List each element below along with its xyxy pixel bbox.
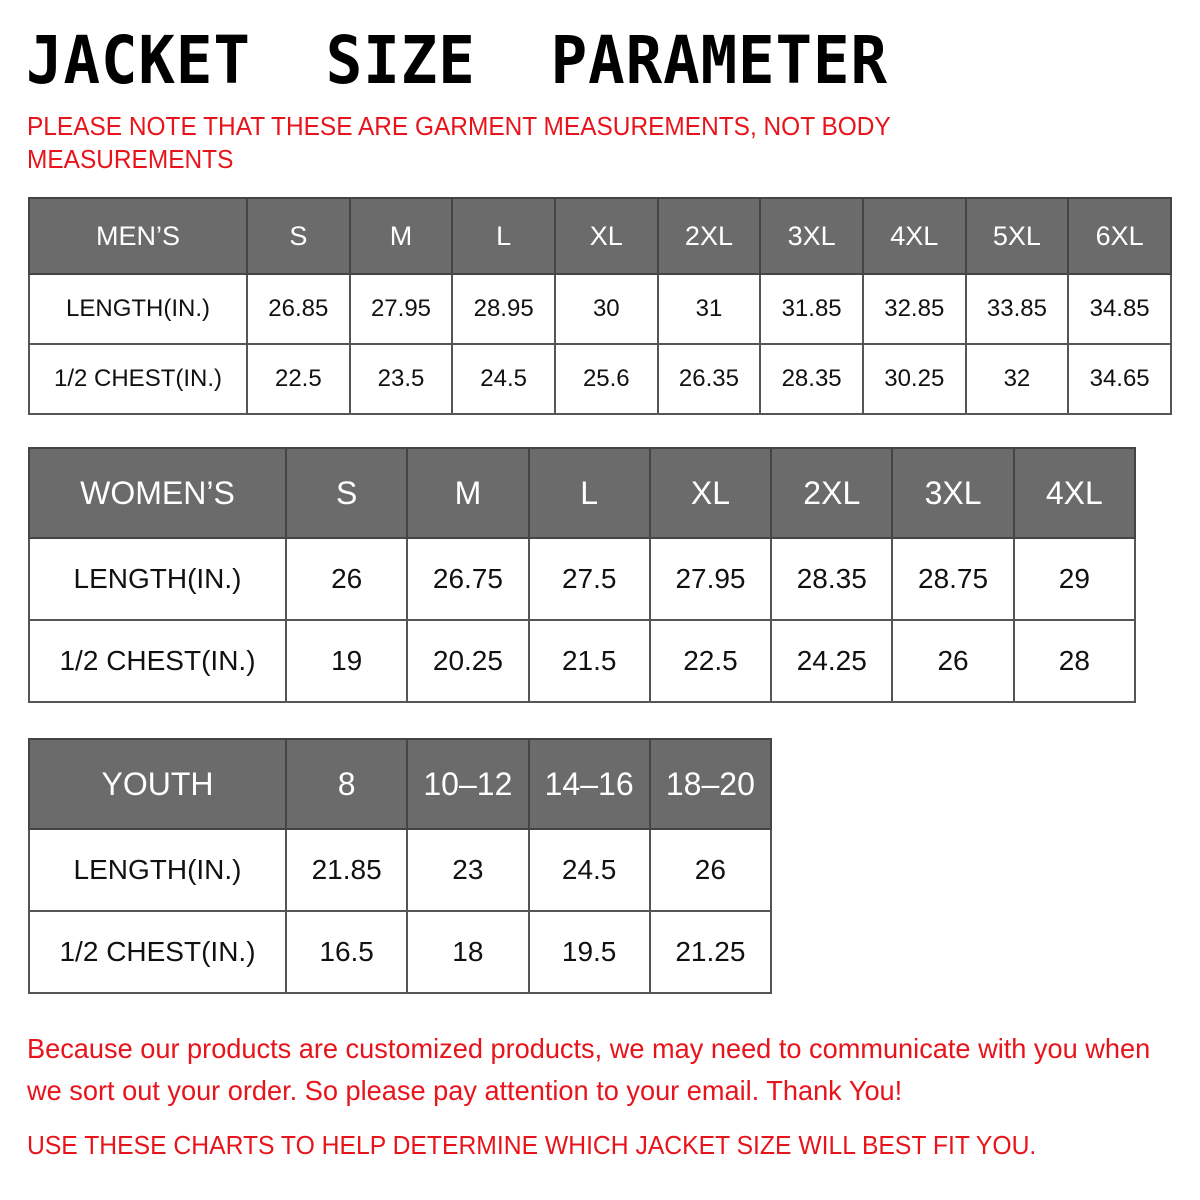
table-row: 1/2 CHEST(IN.) 19 20.25 21.5 22.5 24.25 26 28 (28, 619, 1137, 703)
mens-size-table: MEN’S S M L XL 2XL 3XL 4XL 5XL 6XL LENGTH(IN.) 26.8… (28, 197, 1172, 415)
size-cell: 21.85 (284, 828, 409, 912)
row-label: 1/2 CHEST(IN.) (28, 910, 287, 994)
size-cell: 18–20 (648, 738, 773, 830)
size-cell: 26.75 (406, 537, 530, 621)
size-cell: 4XL (1012, 447, 1137, 539)
size-cell: L (527, 447, 651, 539)
size-cell: 24.25 (770, 619, 894, 703)
row-label: 1/2 CHEST(IN.) (28, 619, 287, 703)
row-label: WOMEN’S (28, 447, 287, 539)
measurement-note: PLEASE NOTE THAT THESE ARE GARMENT MEASU… (27, 111, 891, 174)
size-cell: 28 (1012, 619, 1137, 703)
size-cell: 24.5 (527, 828, 651, 912)
size-cell: 27.5 (527, 537, 651, 621)
size-cell: 33.85 (964, 273, 1070, 345)
table-row: 1/2 CHEST(IN.) 16.5 18 19.5 21.25 (28, 910, 773, 994)
size-cell: 22.5 (648, 619, 773, 703)
size-cell: 29 (1012, 537, 1137, 621)
row-label: YOUTH (28, 738, 287, 830)
table-row: LENGTH(IN.) 26.85 27.95 28.95 30 31 31.85 32.85… (28, 273, 1172, 345)
table-header-row: MEN’S S M L XL 2XL 3XL 4XL 5XL 6XL (28, 197, 1172, 275)
size-cell: S (284, 447, 409, 539)
table-row: LENGTH(IN.) 21.85 23 24.5 26 (28, 828, 773, 912)
size-cell: M (406, 447, 530, 539)
size-cell: 26 (891, 619, 1015, 703)
row-label: LENGTH(IN.) (28, 273, 248, 345)
size-cell: 34.85 (1067, 273, 1172, 345)
size-cell: 26 (648, 828, 773, 912)
size-cell: 6XL (1067, 197, 1172, 275)
size-cell: 31 (656, 273, 762, 345)
size-cell: 31.85 (759, 273, 864, 345)
size-cell: 26.35 (656, 343, 762, 415)
size-cell: 27.95 (348, 273, 454, 345)
size-cell: 5XL (964, 197, 1070, 275)
size-cell: M (348, 197, 454, 275)
size-cell: XL (648, 447, 773, 539)
size-cell: 30 (553, 273, 659, 345)
size-instruction: USE THESE CHARTS TO HELP DETERMINE WHICH… (27, 1130, 1037, 1160)
size-cell: 28.75 (891, 537, 1015, 621)
table-row: LENGTH(IN.) 26 26.75 27.5 27.95 28.35 28.75 29 (28, 537, 1137, 621)
size-cell: 8 (284, 738, 409, 830)
size-cell: 4XL (861, 197, 967, 275)
size-cell: 32.85 (861, 273, 967, 345)
size-cell: 28.35 (759, 343, 864, 415)
womens-size-table: WOMEN’S S M L XL 2XL 3XL 4XL LENGTH(IN.) 26 26.75 2… (28, 447, 1137, 703)
size-cell: 25.6 (553, 343, 659, 415)
size-cell: 16.5 (284, 910, 409, 994)
row-label: 1/2 CHEST(IN.) (28, 343, 248, 415)
size-cell: 23.5 (348, 343, 454, 415)
size-cell: 10–12 (406, 738, 530, 830)
customization-message: Because our products are customized prod… (27, 1033, 1151, 1106)
size-cell: 19 (284, 619, 409, 703)
size-cell: 3XL (759, 197, 864, 275)
size-cell: 27.95 (648, 537, 773, 621)
size-cell: 22.5 (246, 343, 351, 415)
page-title: JACKET SIZE PARAMETER (26, 22, 888, 99)
size-cell: 26.85 (246, 273, 351, 345)
size-cell: 21.5 (527, 619, 651, 703)
row-label: MEN’S (28, 197, 248, 275)
size-cell: 32 (964, 343, 1070, 415)
row-label: LENGTH(IN.) (28, 537, 287, 621)
size-cell: 24.5 (451, 343, 556, 415)
size-cell: 14–16 (527, 738, 651, 830)
size-cell: 23 (406, 828, 530, 912)
table-header-row: YOUTH 8 10–12 14–16 18–20 (28, 738, 773, 830)
size-cell: 20.25 (406, 619, 530, 703)
size-cell: 21.25 (648, 910, 773, 994)
size-cell: XL (553, 197, 659, 275)
youth-size-table: YOUTH 8 10–12 14–16 18–20 LENGTH(IN.) 21.85 23 2… (28, 738, 773, 994)
size-cell: 34.65 (1067, 343, 1172, 415)
size-cell: 2XL (770, 447, 894, 539)
size-cell: 30.25 (861, 343, 967, 415)
size-cell: 3XL (891, 447, 1015, 539)
table-row: 1/2 CHEST(IN.) 22.5 23.5 24.5 25.6 26.35 28.35… (28, 343, 1172, 415)
size-cell: 28.95 (451, 273, 556, 345)
size-cell: L (451, 197, 556, 275)
size-cell: 19.5 (527, 910, 651, 994)
size-cell: 28.35 (770, 537, 894, 621)
size-cell: 26 (284, 537, 409, 621)
size-cell: 2XL (656, 197, 762, 275)
row-label: LENGTH(IN.) (28, 828, 287, 912)
size-cell: 18 (406, 910, 530, 994)
size-cell: S (246, 197, 351, 275)
table-header-row: WOMEN’S S M L XL 2XL 3XL 4XL (28, 447, 1137, 539)
